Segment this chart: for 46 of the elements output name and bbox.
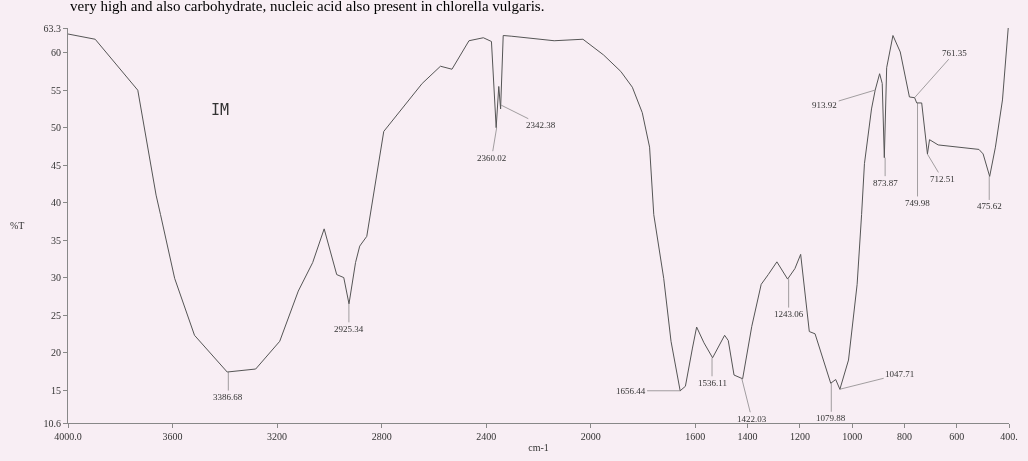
y-tick-label: 60 [51, 47, 61, 59]
y-tick-label: 10.6 [43, 417, 61, 429]
y-tick-label: 25 [51, 309, 61, 321]
x-tick-label: 2800 [371, 431, 392, 442]
annotation: 1422.03 [737, 414, 767, 424]
annotation: 761.35 [942, 48, 968, 58]
annotation: 2925.34 [334, 324, 364, 334]
annotation: 3386.68 [213, 392, 243, 402]
x-tick-label: 2000 [580, 431, 601, 442]
x-tick-label: 3200 [267, 431, 288, 442]
x-tick-label: 1400 [737, 431, 758, 442]
annotation: 712.51 [930, 174, 955, 184]
x-tick-label: 400. [1000, 431, 1018, 442]
y-tick-label: 55 [51, 84, 61, 96]
annotation: 1656.44 [616, 386, 646, 396]
x-tick-label: 3600 [162, 431, 183, 442]
annotation: 1047.71 [885, 369, 915, 379]
y-tick-label: 45 [51, 159, 61, 171]
y-axis-title: %T [10, 220, 25, 231]
x-axis-title: cm-1 [528, 441, 549, 453]
y-tick-label: 35 [51, 234, 61, 246]
annotation: 749.98 [905, 198, 931, 208]
y-tick-label: 63.3 [43, 22, 61, 34]
annotation: 1243.06 [774, 309, 804, 319]
annotation: 1536.11 [698, 378, 727, 388]
x-tick-label: 2400 [476, 431, 497, 442]
x-tick-label: 600 [949, 431, 965, 442]
annotation: 2360.02 [477, 153, 507, 163]
annotation: 2342.38 [526, 120, 556, 130]
y-tick-label: 40 [51, 197, 61, 209]
x-tick-label: 4000.0 [54, 431, 82, 442]
y-tick-label: 50 [51, 122, 61, 134]
x-tick-label: 1000 [842, 431, 863, 442]
annotation: 475.62 [977, 201, 1002, 211]
text: very high and also carbohydrate, nucleic acid also present in chlorella vulgaris. [70, 0, 545, 14]
y-tick-label: 30 [51, 272, 61, 284]
annotation: IM [211, 101, 230, 119]
y-tick-label: 15 [51, 384, 61, 396]
x-tick-label: 1200 [789, 431, 810, 442]
annotation: 873.87 [873, 178, 899, 188]
x-tick-label: 800 [896, 431, 912, 442]
x-tick-label: 1600 [685, 431, 706, 442]
line-series [68, 28, 1009, 392]
annotation: 1079.88 [816, 413, 846, 423]
annotation: 913.92 [812, 100, 837, 110]
y-tick-label: 20 [51, 347, 61, 359]
